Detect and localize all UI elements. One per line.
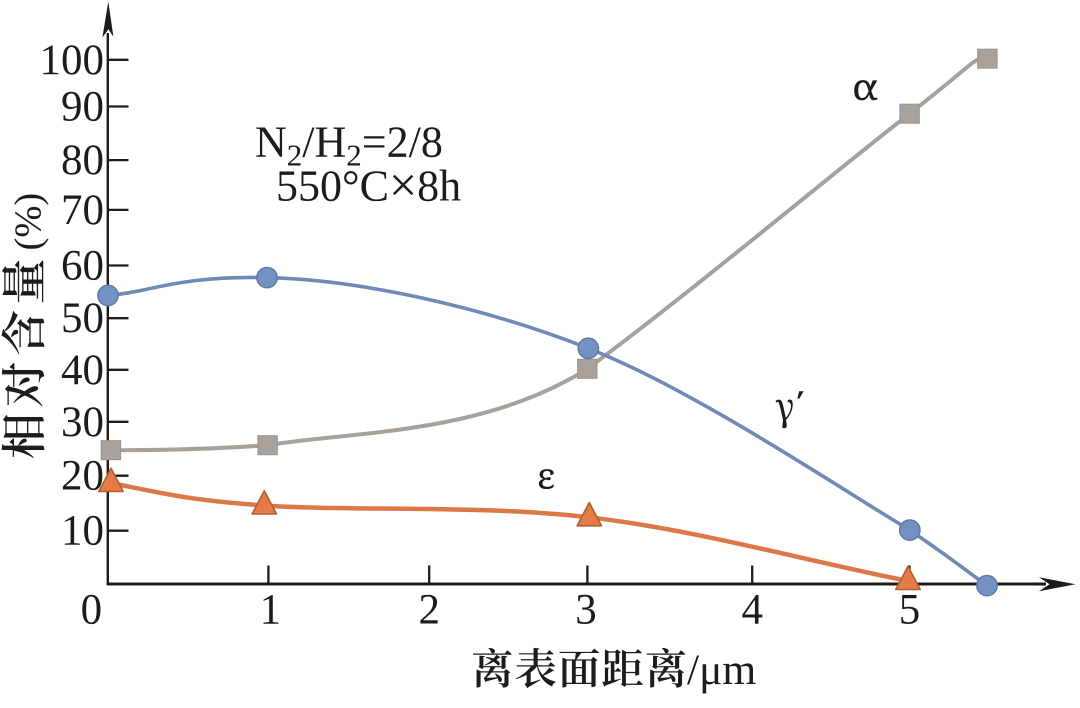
- svg-text:100: 100: [40, 37, 105, 84]
- svg-text:3: 3: [575, 587, 597, 634]
- svg-text:80: 80: [61, 137, 104, 184]
- svg-text:50: 50: [61, 295, 104, 342]
- svg-text:4: 4: [741, 587, 763, 634]
- svg-text:40: 40: [61, 347, 104, 394]
- svg-text:70: 70: [61, 187, 104, 234]
- svg-text:2: 2: [418, 587, 440, 634]
- svg-text:20: 20: [61, 453, 104, 500]
- svg-text:30: 30: [61, 399, 104, 446]
- svg-text:60: 60: [61, 243, 104, 290]
- svg-text:5: 5: [899, 587, 921, 634]
- svg-text:0: 0: [81, 587, 103, 634]
- svg-text:10: 10: [61, 508, 104, 555]
- svg-text:90: 90: [61, 84, 104, 131]
- svg-text:/μm: /μm: [687, 646, 756, 694]
- svg-text:(%): (%): [7, 193, 49, 251]
- svg-text:1: 1: [260, 587, 282, 634]
- svg-text:550°C×8h: 550°C×8h: [276, 157, 461, 213]
